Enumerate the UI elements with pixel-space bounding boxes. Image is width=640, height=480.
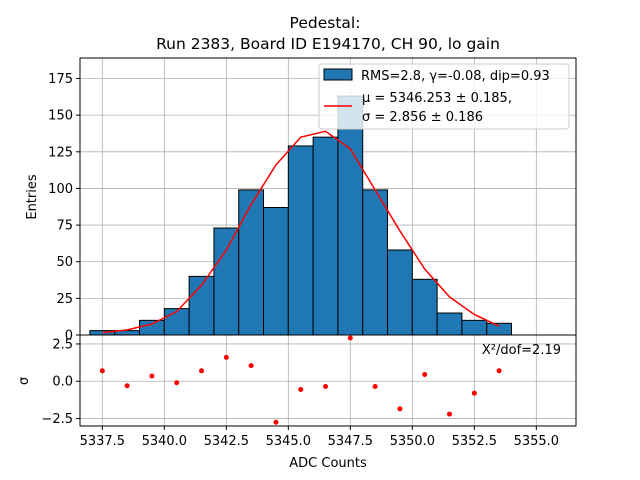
residual-point-7 [273, 419, 279, 425]
residual-point-8 [298, 386, 304, 392]
residual-point-14 [447, 411, 453, 417]
legend-fit-label-mu: μ = 5346.253 ± 0.185, [362, 91, 512, 106]
histogram-bar-12 [387, 249, 413, 336]
top-y-tick-label-5: 125 [48, 145, 73, 160]
x-ticks: 5337.5 5340.0 5342.5 5345.0 5347.5 5350.0 5352… [80, 426, 560, 449]
top-y-tick-label-0: 0 [65, 329, 73, 344]
legend-hist-swatch [323, 68, 353, 81]
fit-curve-line [102, 130, 500, 334]
x-axis-label: ADC Counts [289, 456, 367, 471]
top-y-ticks: 0 25 50 75 100 125 150 175 [48, 72, 80, 344]
bottom-grid [80, 335, 576, 426]
residual-point-2 [149, 373, 155, 379]
residual-point-0 [99, 368, 105, 374]
histogram-bar-13 [411, 278, 438, 336]
chi2-label: X²/dof=2.19 [482, 343, 561, 358]
residual-point-16 [496, 368, 502, 374]
y-axis-label-top: Entries [25, 174, 40, 220]
residual-point-15 [471, 390, 477, 396]
residual-point-5 [223, 354, 229, 360]
top-y-tick-label-7: 175 [48, 72, 73, 87]
histogram-bar-16 [486, 322, 513, 336]
residual-point-10 [347, 335, 353, 341]
legend-fit-label-sigma: σ = 2.856 ± 0.186 [362, 110, 483, 125]
residual-point-12 [397, 406, 403, 412]
residual-point-1 [124, 383, 130, 389]
x-tick-label-5: 5350.0 [390, 434, 436, 449]
top-y-tick-label-2: 50 [56, 255, 73, 270]
residual-point-4 [199, 368, 205, 374]
top-y-tick-label-1: 25 [56, 292, 73, 307]
bottom-y-tick-label-2: 2.5 [52, 337, 73, 352]
y-axis-label-bottom: σ [17, 377, 32, 385]
bottom-y-tick-label-0: −2.5 [41, 412, 73, 427]
x-tick-label-2: 5342.5 [204, 434, 250, 449]
legend-hist-label: RMS=2.8, γ=-0.08, dip=0.93 [361, 69, 550, 84]
residual-point-3 [174, 380, 180, 386]
top-y-tick-label-6: 150 [48, 109, 73, 124]
histogram-bar-6 [238, 189, 265, 336]
residual-point-11 [372, 383, 378, 389]
chart-title-line2: Run 2383, Board ID E194170, CH 90, lo ga… [156, 35, 500, 53]
x-tick-label-0: 5337.5 [80, 434, 126, 449]
residual-point-13 [422, 372, 428, 378]
histogram-bars [89, 95, 513, 336]
residual-point-9 [323, 383, 329, 389]
chart-title-line1: Pedestal: [290, 14, 361, 32]
x-tick-label-1: 5340.0 [142, 434, 188, 449]
x-tick-label-3: 5345.0 [266, 434, 312, 449]
x-tick-label-7: 5355.0 [514, 434, 560, 449]
histogram-bar-2 [139, 319, 165, 336]
histogram-bar-7 [263, 206, 289, 336]
bottom-y-ticks: −2.5 0.0 2.5 [41, 337, 80, 427]
residual-point-6 [248, 363, 254, 369]
top-y-tick-label-3: 75 [56, 219, 73, 234]
histogram-bar-9 [312, 136, 339, 336]
top-y-tick-label-4: 100 [48, 182, 73, 197]
histogram-bar-11 [362, 189, 389, 336]
bottom-axes-frame [79, 334, 577, 427]
x-tick-label-6: 5352.5 [452, 434, 498, 449]
histogram-bar-15 [461, 319, 488, 336]
residual-points [99, 335, 502, 425]
legend-box [318, 63, 570, 130]
histogram-bar-3 [163, 308, 190, 336]
x-tick-label-4: 5347.5 [328, 434, 374, 449]
histogram-bar-8 [287, 145, 314, 336]
histogram-bar-10 [337, 95, 364, 336]
fit-curve [102, 130, 500, 334]
legend: RMS=2.8, γ=-0.08, dip=0.93 μ = 5346.253 … [318, 63, 570, 130]
bottom-y-tick-label-1: 0.0 [52, 375, 73, 390]
histogram-bar-14 [436, 312, 463, 336]
histogram-bar-5 [213, 227, 240, 336]
